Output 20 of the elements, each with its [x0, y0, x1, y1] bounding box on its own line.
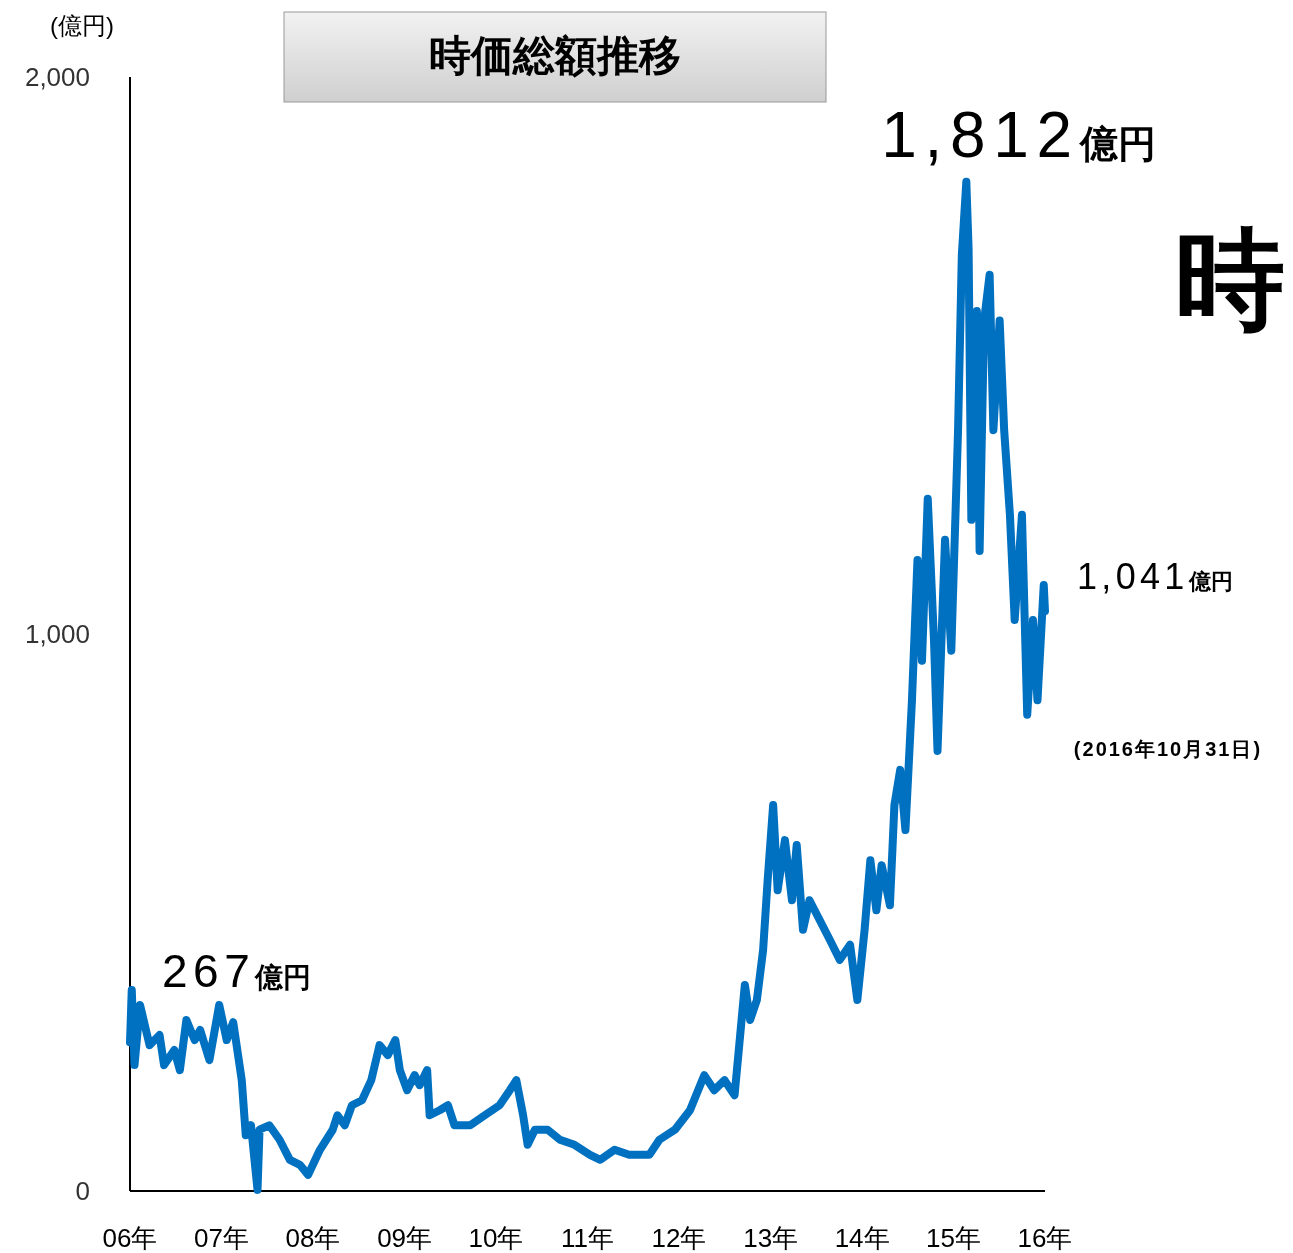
- x-tick-label: 10年: [468, 1223, 524, 1253]
- x-tick-label: 11年: [561, 1223, 614, 1253]
- y-tick-label: 2,000: [24, 62, 90, 92]
- x-tick-label: 15年: [926, 1223, 982, 1253]
- x-tick-label: 16年: [1017, 1223, 1073, 1253]
- x-tick-label: 07年: [193, 1223, 249, 1253]
- text: 時: [1175, 218, 1285, 341]
- y-axis-title: (億円): [50, 12, 114, 39]
- y-tick-label: 1,000: [24, 619, 90, 649]
- annotation: 267億円: [162, 945, 312, 998]
- text: (2016年10月31日): [1073, 738, 1263, 760]
- annotation: 1,041億円: [1077, 556, 1233, 598]
- x-tick-label: 12年: [651, 1223, 707, 1253]
- x-tick-label: 06年: [102, 1223, 158, 1253]
- x-tick-label: 14年: [834, 1223, 890, 1253]
- x-tick-label: 13年: [743, 1223, 799, 1253]
- y-tick-label: 0: [75, 1176, 90, 1206]
- chart-title: 時価総額推移: [429, 32, 681, 79]
- x-tick-label: 08年: [285, 1223, 341, 1253]
- x-tick-label: 09年: [377, 1223, 433, 1253]
